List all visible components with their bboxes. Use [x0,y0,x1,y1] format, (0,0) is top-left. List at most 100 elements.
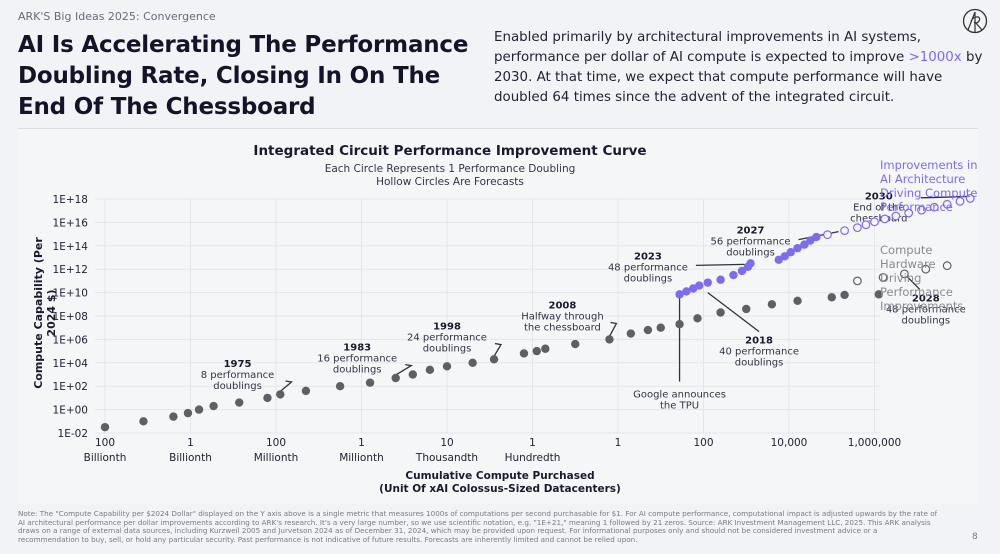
x-axis-label-line1: Cumulative Compute Purchased [405,470,595,482]
annotation-text: Google announces [633,390,726,401]
forecast-point [880,214,890,224]
data-point [365,378,375,387]
annotation-text: the chessboard [524,322,601,333]
annotation-leader [707,292,760,333]
data-point [780,252,789,261]
chart-subtitle-2: Hollow Circles Are Forecasts [376,176,524,188]
annotation-text: 8 performance [201,370,275,381]
intro-text-before: Enabled primarily by architectural impro… [494,30,921,65]
y-tick-label: 1E+06 [53,334,89,346]
forecast-point [891,211,901,221]
data-point [276,390,285,399]
annotation-text: doublings [735,358,784,369]
annotation-text: chessboard [850,214,907,225]
y-tick-label: 1E+04 [53,358,89,370]
deck-kicker: ARK'S Big Ideas 2025: Convergence [18,10,216,23]
annotation-text: 56 performance [711,237,791,248]
footnote: Note: The "Compute Capability per $2024 … [18,509,938,544]
data-point [729,270,738,280]
ark-logo-icon [962,8,988,34]
forecast-point [955,196,965,206]
forecast-point [942,199,952,209]
x-tick-label: 1 [615,437,622,449]
data-point [408,370,417,379]
data-point [675,319,684,329]
y-tick-label: 1E+08 [53,311,88,323]
intro-highlight: >1000x [908,50,962,65]
data-point [425,365,435,375]
data-point [695,281,704,290]
data-point [468,358,477,367]
forecast-point [965,194,975,203]
forecast-point [853,276,862,286]
forecast-point [878,272,888,282]
annotation-text: 40 performance [719,347,799,358]
data-point [827,293,836,302]
x-tick-label: 1 [187,437,194,449]
chart-title: Integrated Circuit Performance Improveme… [253,143,647,159]
annotation-leader [395,363,414,376]
x-tick-label: 1 [529,437,536,449]
annotation-year: 2030 [865,192,893,203]
data-point [703,278,712,287]
data-point [489,355,499,364]
y-tick-label: 1E+10 [53,288,88,300]
data-point [235,398,244,407]
annotation-year: 1975 [224,359,252,370]
data-point [737,266,747,276]
y-tick-label: 1E+12 [53,264,88,276]
annotation-text: doublings [333,365,382,376]
data-point [139,417,148,426]
y-tick-label: 1E-02 [58,428,88,440]
annotation-text: doublings [213,381,262,392]
forecast-point [942,261,952,271]
x-tick-label-unit: Thousandth [415,452,478,464]
annotation-text: End of the [853,203,904,214]
y-tick-label: 1E+02 [53,381,88,393]
annotation-text: 48 performance [886,304,966,315]
data-point [301,386,311,396]
data-point [716,308,725,317]
data-point [874,290,883,299]
data-point [693,314,702,323]
data-point [194,405,204,414]
data-point [263,393,272,403]
annotation-year: 2018 [745,336,773,347]
annotation-year: 1998 [433,322,461,333]
data-point [183,408,193,418]
y-tick-label: 1E+14 [53,241,89,253]
forecast-point [823,230,832,240]
annotation-year: 1983 [343,343,371,354]
data-point [840,290,849,300]
forecast-point [929,202,939,212]
data-point [675,290,684,299]
data-point [643,325,653,335]
x-tick-label-unit: Millionth [254,452,299,464]
forecast-point [904,208,914,218]
y-axis-label: Compute Capability (Per 2024 $) [32,237,58,389]
x-axis-label: Cumulative Compute Purchased (Unit Of xAI… [330,470,670,496]
forecast-point [921,264,931,274]
x-tick-label: 100 [95,437,115,449]
x-tick-label: 10,000 [771,437,808,449]
data-point [786,248,795,257]
data-point [812,232,821,242]
annotation-leader [493,342,503,357]
x-tick-label: 100 [693,437,713,449]
annotation-text: 16 performance [317,354,397,365]
annotation-text: Halfway through [521,311,603,322]
y-tick-label: 1E+18 [53,194,88,206]
annotation-leader [608,321,618,337]
x-tick-label-unit: Millionth [339,452,384,464]
intro-text-after: by 2030. At that time, we expect that co… [494,50,983,105]
data-point [793,296,802,305]
x-tick-label: 1,000,000 [848,437,901,449]
forecast-point [900,269,909,279]
annotation-year: 2023 [634,251,662,262]
chart-subtitle-1: Each Circle Represents 1 Performance Dou… [324,163,576,175]
data-point [793,243,802,253]
data-point [656,323,665,332]
data-point [532,346,541,356]
data-point [335,382,345,391]
forecast-point [853,223,862,233]
